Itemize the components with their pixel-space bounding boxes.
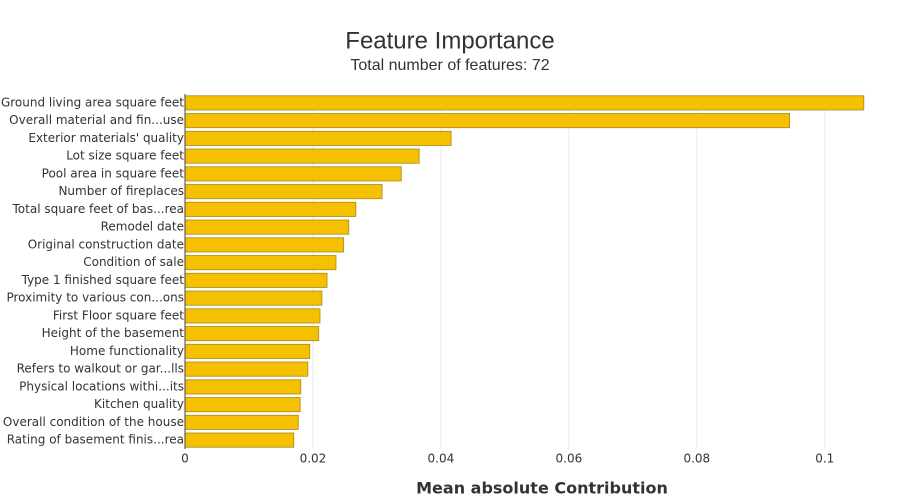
y-tick-label: Ground living area square feet xyxy=(1,95,184,109)
bar xyxy=(184,379,302,395)
y-tick-label: Overall material and fin...use xyxy=(9,113,184,127)
y-tick-label: Lot size square feet xyxy=(66,149,184,163)
y-tick-label: Number of fireplaces xyxy=(58,184,184,198)
y-tick-label: Remodel date xyxy=(101,220,184,234)
y-tick-label: Original construction date xyxy=(28,237,184,251)
bar xyxy=(184,237,345,253)
y-tick-label: Kitchen quality xyxy=(94,397,184,411)
y-tick-label: Home functionality xyxy=(70,344,184,358)
chart-subtitle: Total number of features: 72 xyxy=(350,57,549,74)
bar xyxy=(184,184,383,200)
y-tick-label: Exterior materials' quality xyxy=(28,131,184,145)
x-tick-label: 0 xyxy=(181,452,189,466)
y-tick-label: Type 1 finished square feet xyxy=(21,273,185,287)
bar xyxy=(184,361,309,377)
bar xyxy=(184,397,301,413)
chart-title: Feature Importance xyxy=(345,27,554,54)
y-tick-label: Pool area in square feet xyxy=(42,166,185,180)
y-tick-label: Physical locations withi...its xyxy=(19,379,184,393)
bar xyxy=(184,432,295,448)
bar xyxy=(184,219,350,235)
bar xyxy=(184,255,337,271)
y-tick-label: Height of the basement xyxy=(42,326,185,340)
bar xyxy=(184,326,320,342)
y-tick-label: Total square feet of bas...rea xyxy=(12,202,185,216)
x-tick-label: 0.04 xyxy=(428,452,455,466)
bar xyxy=(184,148,420,164)
x-tick-label: 0.08 xyxy=(683,452,710,466)
x-axis-label: Mean absolute Contribution xyxy=(416,479,668,498)
bar xyxy=(184,290,323,306)
y-tick-label: Overall condition of the house xyxy=(3,415,184,429)
bar xyxy=(184,308,321,324)
x-tick-label: 0.1 xyxy=(815,452,834,466)
x-tick-label: 0.02 xyxy=(300,452,327,466)
y-tick-label: First Floor square feet xyxy=(53,308,184,322)
bar xyxy=(184,130,452,146)
y-tick-label: Proximity to various con...ons xyxy=(6,291,184,305)
bar xyxy=(184,272,328,288)
y-tick-label: Condition of sale xyxy=(83,255,184,269)
bar xyxy=(184,166,402,182)
y-tick-label: Rating of basement finis...rea xyxy=(7,433,184,447)
bar xyxy=(184,95,865,111)
bar xyxy=(184,343,311,359)
x-tick-label: 0.06 xyxy=(556,452,583,466)
bar xyxy=(184,113,790,129)
y-tick-label: Refers to walkout or gar...lls xyxy=(17,362,184,376)
bar xyxy=(184,201,357,217)
bar xyxy=(184,414,299,430)
